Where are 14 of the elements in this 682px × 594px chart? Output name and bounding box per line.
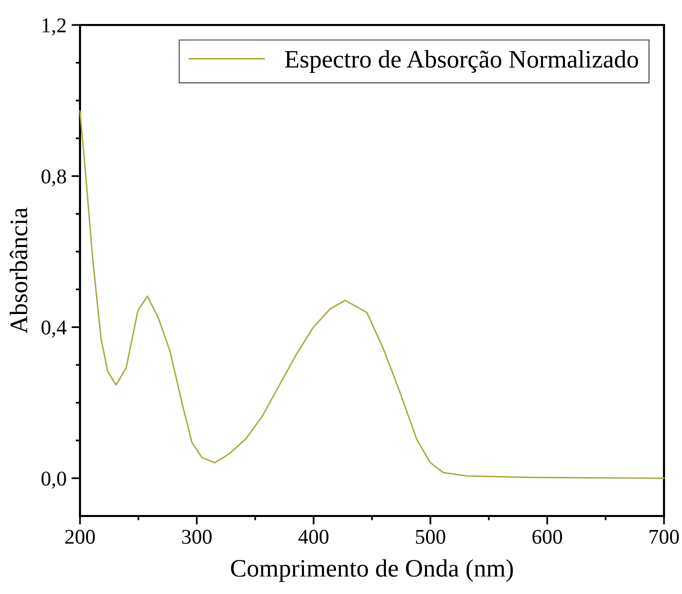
y-tick-label: 0,8 [42, 169, 66, 187]
y-tick-label: 1,2 [42, 18, 66, 36]
x-tick-label: 200 [65, 530, 95, 544]
x-axis-title: Comprimento de Onda (nm) [231, 559, 513, 582]
y-tick-label: 0,0 [42, 472, 66, 489]
x-tick-label: 400 [298, 530, 328, 544]
line-series [79, 110, 665, 479]
legend-label: Espectro de Absorção Normalizado [284, 50, 638, 73]
y-axis-title: Absorbância [10, 208, 28, 334]
x-tick-label: 500 [416, 530, 446, 544]
x-tick-label: 700 [650, 530, 679, 544]
y-tick-label: 0,4 [42, 320, 66, 338]
x-tick-label: 600 [532, 530, 562, 544]
x-tick-label: 300 [182, 530, 212, 544]
